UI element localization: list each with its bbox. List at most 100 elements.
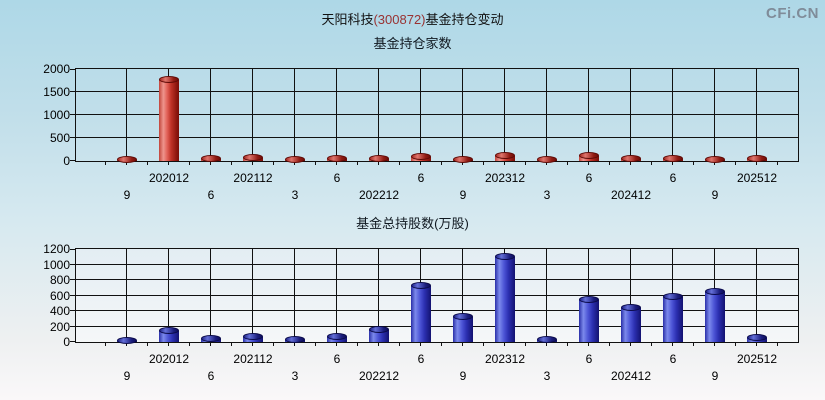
x-axis-tick — [735, 161, 736, 165]
title-stock-code: (300872) — [373, 12, 426, 27]
x-axis-tick — [336, 161, 337, 165]
x-axis-tick — [189, 342, 190, 346]
bar-cap — [453, 313, 473, 320]
gridline — [76, 114, 798, 115]
bar-cap — [621, 155, 641, 162]
bar-cap — [537, 336, 557, 343]
x-axis-tick — [504, 342, 505, 346]
bar — [159, 76, 179, 161]
x-axis-tick — [714, 161, 715, 165]
x-axis-tick — [126, 342, 127, 346]
x-axis-tick — [693, 342, 694, 346]
x-axis-label: 6 — [417, 171, 425, 185]
gridline — [168, 249, 169, 342]
gridline — [76, 326, 798, 327]
gridline — [546, 69, 547, 161]
gridline — [630, 249, 631, 342]
bar-cap — [327, 333, 347, 340]
x-axis-tick — [651, 161, 652, 165]
bar — [201, 335, 221, 342]
bar — [747, 155, 767, 162]
x-axis-tick — [294, 342, 295, 346]
x-axis-label: 6 — [585, 171, 593, 185]
x-axis-tick — [189, 161, 190, 165]
x-axis-tick — [294, 161, 295, 165]
gridline — [630, 69, 631, 161]
x-axis-tick — [714, 342, 715, 346]
y-axis-tick — [70, 264, 75, 265]
bar-cap — [579, 296, 599, 303]
x-axis-tick — [777, 161, 778, 165]
y-axis-label: 1200 — [43, 242, 70, 256]
x-axis-tick — [252, 161, 253, 165]
gridline — [76, 137, 798, 138]
bar-cap — [201, 155, 221, 162]
x-axis-label: 9 — [711, 369, 719, 383]
bar-cap — [411, 153, 431, 160]
gridline — [294, 249, 295, 342]
x-axis-tick — [672, 161, 673, 165]
x-axis-label: 202412 — [610, 188, 652, 202]
x-axis-label: 202412 — [610, 369, 652, 383]
x-axis-label: 202012 — [148, 171, 190, 185]
gridline — [76, 310, 798, 311]
x-axis-tick — [105, 161, 106, 165]
x-axis-tick — [420, 161, 421, 165]
fund-count-chart-title: 基金持仓家数 — [373, 36, 452, 51]
x-axis-label: 6 — [669, 352, 677, 366]
x-axis-label: 3 — [543, 188, 551, 202]
bar — [411, 282, 431, 342]
bar — [495, 152, 515, 161]
bar — [621, 304, 641, 342]
x-axis-tick — [210, 161, 211, 165]
bar-cap — [579, 152, 599, 159]
x-axis-label: 3 — [543, 369, 551, 383]
gridline — [76, 264, 798, 265]
x-axis-tick — [462, 342, 463, 346]
x-axis-tick — [609, 342, 610, 346]
x-axis-tick — [756, 342, 757, 346]
bar — [579, 296, 599, 342]
x-axis-label: 202112 — [233, 171, 273, 185]
x-axis-tick — [357, 342, 358, 346]
gridline — [672, 69, 673, 161]
x-axis-tick — [630, 342, 631, 346]
x-axis-label: 202512 — [736, 171, 778, 185]
x-axis-tick — [756, 161, 757, 165]
bar-cap — [537, 156, 557, 163]
y-axis-label: 500 — [49, 131, 70, 145]
x-axis-label: 3 — [291, 188, 299, 202]
gridline — [76, 279, 798, 280]
gridline — [420, 69, 421, 161]
bar-cap — [495, 253, 515, 260]
bar-cap — [201, 335, 221, 342]
gridline — [126, 249, 127, 342]
gridline — [336, 69, 337, 161]
page-title: 天阳科技(300872)基金持仓变动 — [0, 9, 825, 28]
x-axis-label: 9 — [123, 369, 131, 383]
x-axis-tick — [378, 161, 379, 165]
bar — [201, 155, 221, 162]
bar — [663, 293, 683, 342]
bar-cap — [159, 327, 179, 334]
gridline — [756, 69, 757, 161]
bar — [705, 156, 725, 163]
x-axis-tick — [336, 342, 337, 346]
gridline — [504, 69, 505, 161]
gridline — [76, 295, 798, 296]
x-axis-label: 6 — [585, 352, 593, 366]
x-axis-tick — [147, 342, 148, 346]
y-axis-tick — [70, 160, 75, 161]
x-axis-tick — [693, 161, 694, 165]
fund-shares-chart: 0 200 400 600 800 1000 1200 9 202012 6 202112 3 6 202… — [43, 242, 799, 383]
x-axis-tick — [357, 161, 358, 165]
x-axis-tick — [630, 161, 631, 165]
x-axis-tick — [252, 342, 253, 346]
bar-cap — [117, 156, 137, 163]
title-stock-name: 天阳科技 — [321, 12, 374, 27]
bar — [285, 156, 305, 163]
x-axis-tick — [231, 161, 232, 165]
bar — [243, 154, 263, 161]
y-axis-tick — [70, 326, 75, 327]
